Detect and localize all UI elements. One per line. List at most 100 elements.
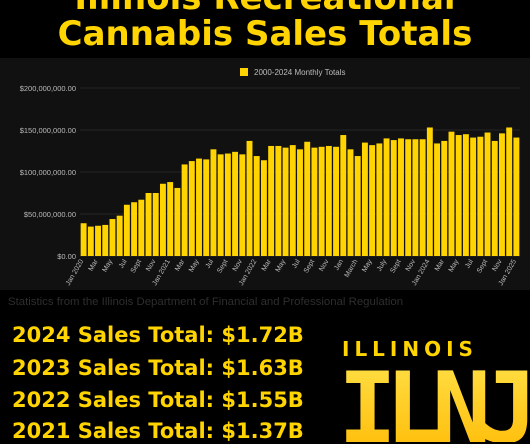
chart-title-line-1: Illinois Recreational (0, 0, 530, 18)
x-tick-label: May (275, 258, 288, 273)
bar (340, 135, 347, 256)
x-tick-label: Mar (434, 258, 446, 273)
legend-label: 2000-2024 Monthly Totals (254, 68, 345, 77)
x-tick-label: May (448, 258, 461, 273)
y-tick-label: $50,000,000.00 (24, 210, 76, 219)
y-axis-tick-labels: $0.00 $50,000,000.00 $100,000,000.00 $150,0… (20, 84, 76, 261)
x-tick-label: Jan 2020 (65, 258, 86, 287)
x-tick-label: Nov (145, 258, 158, 273)
bar (477, 136, 484, 256)
bar (347, 149, 354, 256)
bar (412, 139, 419, 256)
bar (390, 140, 397, 256)
source-note: Statistics from the Illinois Department … (8, 296, 404, 308)
bar (109, 219, 116, 256)
x-tick-label: Jan (333, 258, 345, 271)
x-tick-label: March (344, 258, 360, 278)
bar (260, 160, 267, 256)
bar (95, 225, 101, 256)
bar (123, 204, 130, 256)
bar (333, 146, 340, 256)
x-tick-label: Jul (291, 258, 302, 270)
bar (441, 140, 448, 256)
bar (253, 156, 260, 256)
bar (275, 145, 282, 256)
chart-panel: $0.00 $50,000,000.00 $100,000,000.00 $150,0… (0, 58, 530, 290)
bar (268, 145, 275, 256)
bar (462, 134, 469, 256)
bar (398, 138, 404, 256)
bar (419, 139, 426, 256)
bars (80, 127, 520, 256)
bar (239, 154, 246, 256)
sales-total-2022: 2022 Sales Total: $1.55B (12, 388, 304, 412)
bar (80, 223, 87, 256)
bar (196, 158, 202, 256)
bar (506, 127, 513, 256)
ilnj-logo: ILLINOIS ILNJ (340, 337, 530, 442)
bar (499, 133, 505, 256)
y-tick-label: $150,000,000.00 (20, 126, 76, 135)
bar (152, 193, 159, 256)
bar (232, 151, 239, 256)
bar (138, 199, 145, 256)
chart-title-line-2: Cannabis Sales Totals (57, 14, 473, 54)
bar (513, 137, 520, 256)
bar (455, 135, 462, 256)
x-tick-label: Sept (476, 258, 489, 274)
x-tick-label: Mar (88, 258, 100, 273)
bar (318, 146, 325, 256)
x-tick-label: Sept (216, 258, 229, 274)
bar (484, 132, 491, 256)
sales-total-2021: 2021 Sales Total: $1.37B (12, 419, 304, 443)
x-tick-label: May (102, 258, 115, 273)
x-tick-label: May (361, 258, 374, 273)
x-tick-label: Sept (303, 258, 316, 274)
y-tick-label: $100,000,000.00 (20, 168, 76, 177)
bar (145, 193, 152, 256)
bar-chart: $0.00 $50,000,000.00 $100,000,000.00 $150,0… (20, 68, 520, 287)
bar (174, 187, 181, 256)
x-tick-label: Nov (405, 258, 418, 273)
bar (289, 145, 296, 256)
x-tick-label: Mar (174, 258, 186, 273)
bar (203, 159, 210, 256)
bar (188, 161, 195, 256)
bar (224, 153, 231, 256)
bar (311, 147, 318, 256)
legend-swatch (240, 68, 248, 76)
bar (491, 140, 498, 256)
bar (210, 149, 217, 256)
bar (159, 183, 166, 256)
bar (448, 131, 455, 256)
x-tick-label: Jul (205, 258, 216, 270)
bar (167, 182, 174, 256)
bar (470, 137, 477, 256)
logo-letters: ILNJ (340, 352, 528, 442)
x-tick-label: Sept (389, 258, 402, 274)
bar (246, 140, 253, 256)
bar (304, 141, 311, 256)
bar (131, 202, 138, 256)
x-tick-label: July (376, 258, 389, 273)
x-tick-label: Jul (464, 258, 475, 270)
logo-word: ILLINOIS (342, 337, 478, 361)
bar (181, 164, 188, 256)
bar (102, 224, 109, 256)
y-tick-label: $200,000,000.00 (20, 84, 76, 93)
y-tick-label: $0.00 (57, 252, 76, 261)
bar (361, 142, 368, 256)
bar (325, 145, 332, 256)
bar (217, 154, 224, 256)
bar (354, 156, 361, 256)
x-tick-label: Nov (318, 258, 331, 273)
bar (434, 143, 440, 256)
legend: 2000-2024 Monthly Totals (240, 68, 345, 77)
bar (376, 143, 383, 256)
bar (405, 139, 412, 256)
x-tick-label: Nov (491, 258, 504, 273)
bar (282, 147, 289, 256)
bar (426, 127, 433, 256)
bar (116, 215, 123, 256)
